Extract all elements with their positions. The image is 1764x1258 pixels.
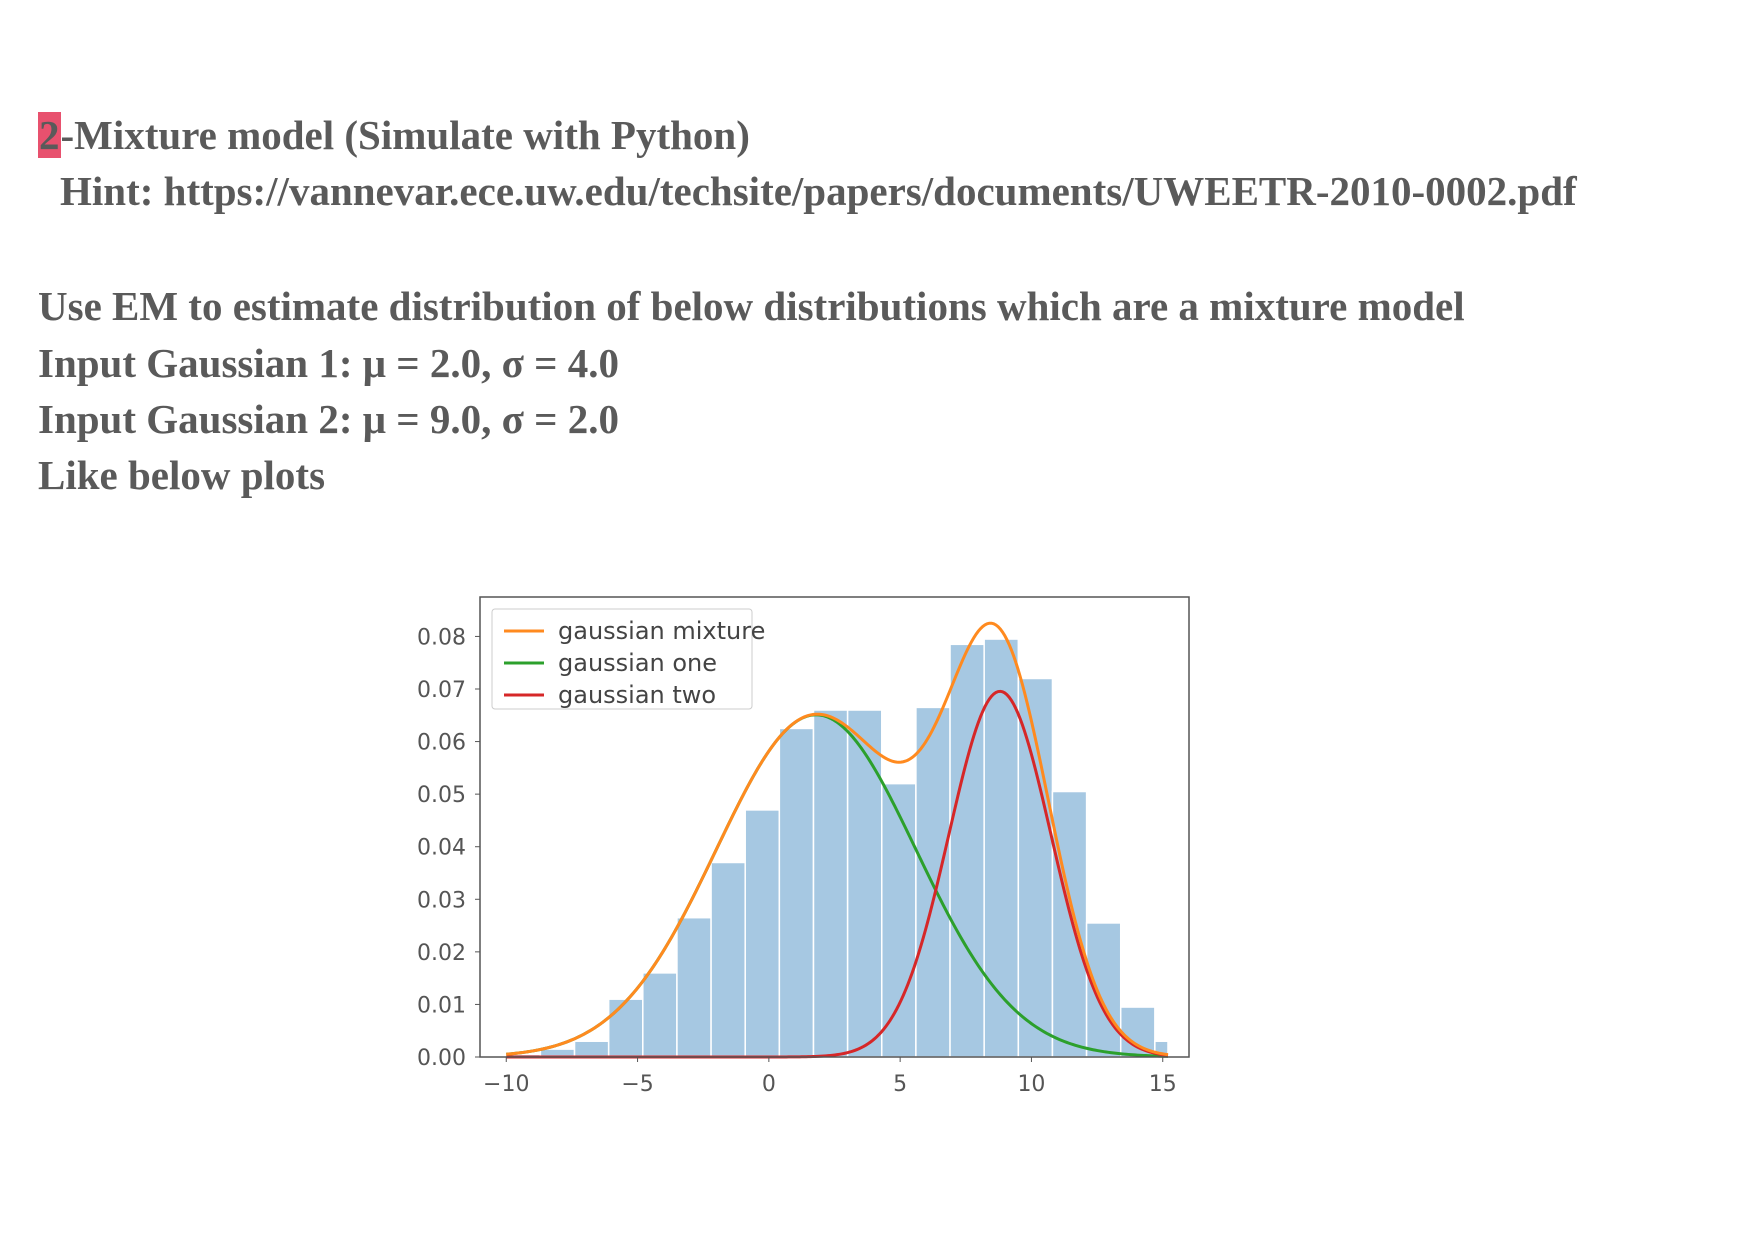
mixture-histogram-chart: 0.00 0.01 0.02 0.03 0.04 0.05 0.06 0.07 0.08 −10 −… bbox=[417, 596, 1190, 1097]
histogram-bar bbox=[1085, 922, 1122, 1058]
histogram-bar bbox=[573, 1040, 610, 1058]
histogram-bar bbox=[949, 643, 985, 1058]
x-tick-label: −10 bbox=[483, 1072, 529, 1097]
histogram-bar bbox=[710, 861, 746, 1058]
y-tick-label: 0.06 bbox=[417, 731, 466, 756]
legend-label: gaussian one bbox=[558, 649, 717, 677]
y-tick-label: 0.04 bbox=[417, 836, 466, 861]
x-tick-label: −5 bbox=[621, 1072, 653, 1097]
histogram-bar bbox=[1051, 790, 1088, 1058]
y-tick-label: 0.03 bbox=[417, 888, 466, 913]
legend-label: gaussian mixture bbox=[558, 617, 765, 645]
x-tick-label: 5 bbox=[893, 1072, 907, 1097]
histogram-bar bbox=[812, 709, 849, 1058]
y-tick-label: 0.05 bbox=[417, 783, 466, 808]
plot-frame bbox=[479, 596, 1190, 1058]
histogram-bar bbox=[846, 709, 883, 1058]
y-tick-label: 0.08 bbox=[417, 625, 466, 650]
x-tick-label: 15 bbox=[1149, 1072, 1177, 1097]
section-heading-title: -Mixture model (Simulate with Python) bbox=[60, 112, 750, 158]
y-tick-label: 0.07 bbox=[417, 678, 466, 703]
histogram-bar bbox=[778, 727, 815, 1058]
closing-line: Like below plots bbox=[38, 452, 326, 498]
gaussian-two-spec: Input Gaussian 2: μ = 9.0, σ = 2.0 bbox=[38, 396, 619, 442]
x-tick-label: 0 bbox=[762, 1072, 776, 1097]
section-number-highlight: 2 bbox=[38, 112, 61, 158]
gaussian-mixture-curve bbox=[506, 621, 1169, 1057]
legend-box bbox=[491, 608, 753, 710]
histogram-bar bbox=[881, 782, 917, 1058]
hint-line: Hint: https://vannevar.ece.uw.edu/techsi… bbox=[60, 168, 1577, 214]
histogram-bar bbox=[676, 916, 712, 1058]
y-tick-label: 0.02 bbox=[417, 941, 466, 966]
histogram-bar bbox=[607, 998, 644, 1058]
legend-label: gaussian two bbox=[558, 681, 716, 709]
y-tick-label: 0.00 bbox=[417, 1046, 466, 1071]
histogram-bar bbox=[744, 809, 781, 1058]
instruction-line: Use EM to estimate distribution of below… bbox=[38, 283, 1465, 329]
section-heading: 2-Mixture model (Simulate with Python) bbox=[38, 111, 750, 159]
gaussian-one-spec: Input Gaussian 1: μ = 2.0, σ = 4.0 bbox=[38, 340, 619, 386]
histogram-bar bbox=[642, 972, 678, 1058]
y-tick-label: 0.01 bbox=[417, 993, 466, 1018]
x-tick-label: 10 bbox=[1017, 1072, 1045, 1097]
